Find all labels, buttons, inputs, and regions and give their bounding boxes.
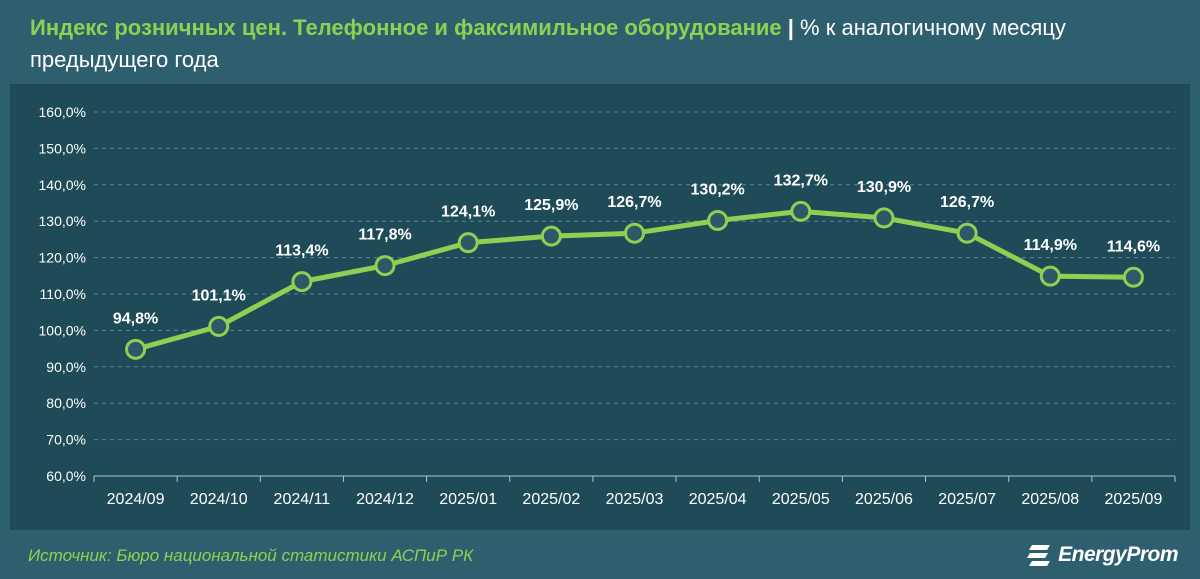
y-tick-label: 100,0%: [39, 322, 86, 338]
data-label: 126,7%: [940, 194, 994, 211]
y-tick-label: 160,0%: [39, 104, 86, 120]
data-point: [1041, 267, 1059, 285]
y-tick-label: 120,0%: [39, 250, 86, 266]
y-tick-label: 90,0%: [46, 359, 86, 375]
brand-name: EnergyProm: [1058, 543, 1178, 567]
data-point: [709, 211, 727, 229]
data-point: [127, 340, 145, 358]
y-tick-label: 150,0%: [39, 140, 86, 156]
data-point: [626, 224, 644, 242]
data-label: 125,9%: [524, 197, 578, 214]
data-label: 117,8%: [358, 227, 411, 244]
source-note: Источник: Бюро национальной статистики А…: [28, 546, 473, 566]
data-point: [210, 317, 228, 335]
x-tick-label: 2025/09: [1105, 491, 1163, 508]
x-tick-label: 2025/03: [606, 491, 664, 508]
data-point: [1124, 268, 1142, 286]
data-point: [542, 227, 560, 245]
data-label: 126,7%: [607, 194, 661, 211]
data-point: [875, 209, 893, 227]
energyprom-logo-icon: [1026, 542, 1052, 568]
data-label: 130,9%: [857, 179, 911, 196]
data-label: 113,4%: [275, 243, 328, 260]
y-tick-label: 60,0%: [46, 468, 86, 484]
data-point: [792, 202, 810, 220]
line-chart: 60,0% 70,0% 80,0% 90,0% 100,0% 110,0% 120,0% 13…: [10, 84, 1190, 530]
x-tick-label: 2025/06: [855, 491, 913, 508]
x-tick-label: 2025/01: [439, 491, 497, 508]
x-tick-label: 2025/07: [938, 491, 996, 508]
chart-title: Индекс розничных цен. Телефонное и факси…: [30, 12, 1180, 76]
x-tick-label: 2025/02: [522, 491, 580, 508]
data-point: [958, 224, 976, 242]
x-tick-label: 2024/11: [274, 491, 331, 508]
x-tick-label: 2024/10: [190, 491, 248, 508]
y-tick-label: 70,0%: [46, 432, 86, 448]
x-tick-label: 2024/09: [107, 491, 165, 508]
data-point: [376, 257, 394, 275]
data-label: 114,6%: [1107, 238, 1160, 255]
data-label: 114,9%: [1024, 237, 1077, 254]
x-tick-label: 2025/08: [1021, 491, 1079, 508]
x-tick-label: 2025/04: [689, 491, 747, 508]
chart-header: Индекс розничных цен. Телефонное и факси…: [0, 0, 1200, 84]
data-label: 94,8%: [113, 310, 158, 327]
data-point: [293, 273, 311, 291]
y-tick-label: 110,0%: [40, 286, 86, 302]
data-label: 130,2%: [691, 181, 745, 198]
y-tick-label: 80,0%: [46, 395, 86, 411]
x-tick-label: 2024/12: [356, 491, 414, 508]
brand-logo: EnergyProm: [1026, 540, 1178, 570]
title-separator: |: [788, 15, 794, 40]
data-label: 132,7%: [774, 172, 828, 189]
y-tick-label: 130,0%: [39, 213, 86, 229]
title-lead: Индекс розничных цен. Телефонное и факси…: [30, 15, 782, 40]
y-tick-label: 140,0%: [39, 177, 86, 193]
data-point: [459, 234, 477, 252]
x-tick-label: 2025/05: [772, 491, 830, 508]
data-label: 124,1%: [441, 204, 495, 221]
chart-footer: Источник: Бюро национальной статистики А…: [0, 530, 1200, 579]
data-label: 101,1%: [192, 287, 246, 304]
plot-area: 60,0% 70,0% 80,0% 90,0% 100,0% 110,0% 120,0% 13…: [10, 84, 1190, 530]
